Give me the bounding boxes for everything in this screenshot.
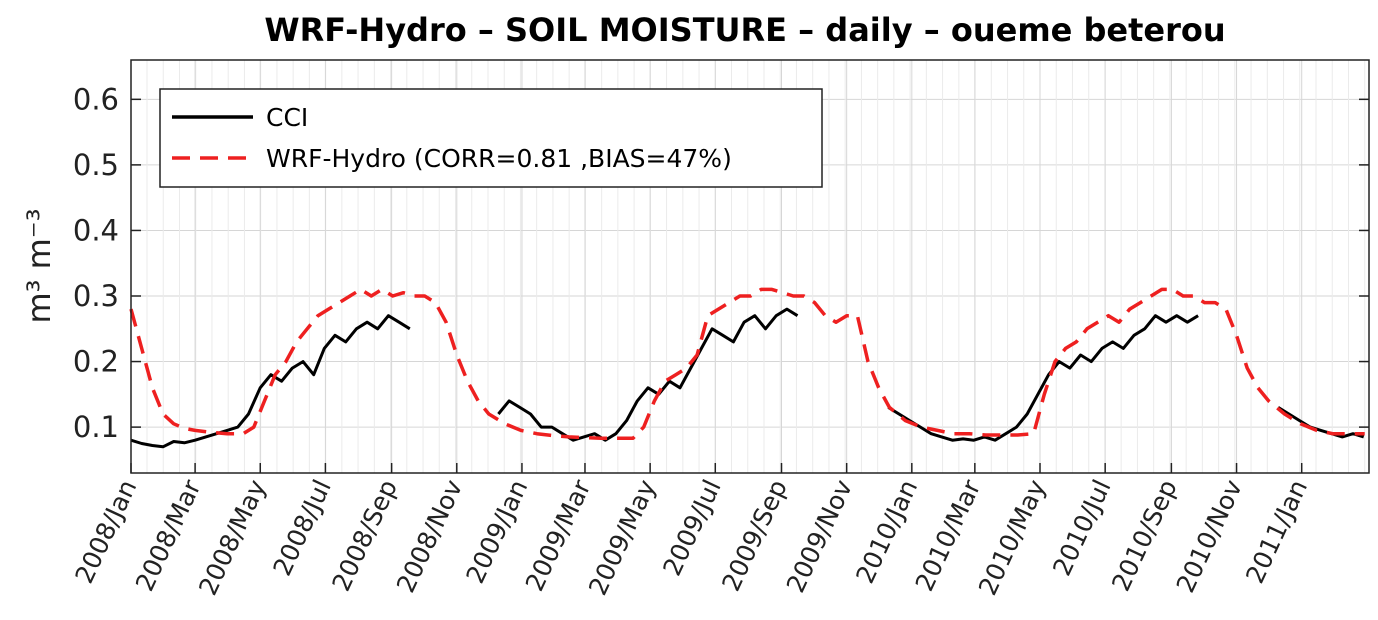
x-tick-label: 2009/Mar (520, 475, 597, 596)
x-tick-label: 2008/Jan (69, 475, 142, 587)
x-tick-label: 2008/Jul (267, 475, 336, 580)
series-line-wrf-hydro (129, 287, 1365, 441)
x-axis-ticks: 2008/Jan2008/Mar2008/May2008/Jul2008/Sep… (69, 463, 1313, 600)
legend: CCI WRF-Hydro (CORR=0.81 ,BIAS=47%) (159, 88, 823, 188)
x-tick-label: 2010/Nov (1171, 475, 1248, 597)
x-tick-label: 2010/Jan (850, 475, 923, 587)
plot-area (129, 287, 1365, 449)
x-tick-label: 2009/Sep (716, 475, 793, 595)
x-tick-label: 2009/May (583, 475, 662, 600)
y-tick-label: 0.5 (73, 148, 119, 182)
y-tick-label: 0.4 (73, 213, 119, 247)
x-tick-label: 2008/Nov (391, 475, 468, 597)
x-tick-label: 2009/Jul (657, 475, 726, 580)
y-axis-ticks: 0.1 0.2 0.3 0.4 0.5 0.6 (73, 82, 1369, 444)
x-tick-label: 2010/May (973, 475, 1052, 600)
x-tick-label: 2008/Sep (326, 475, 403, 595)
y-tick-label: 0.2 (73, 345, 119, 379)
series-line-cci (130, 307, 1365, 449)
y-tick-label: 0.1 (73, 410, 119, 444)
x-tick-label: 2008/May (193, 475, 272, 600)
x-tick-label: 2008/Mar (130, 475, 207, 596)
y-tick-label: 0.3 (73, 279, 119, 313)
x-tick-label: 2011/Jan (1240, 475, 1313, 587)
x-tick-label: 2010/Mar (910, 475, 987, 596)
legend-label-cci: CCI (266, 103, 308, 132)
x-tick-label: 2009/Jan (460, 475, 533, 587)
x-tick-label: 2010/Sep (1106, 475, 1183, 595)
y-axis-label: m³ m⁻³ (20, 208, 58, 323)
x-tick-label: 2010/Jul (1047, 475, 1116, 580)
chart-title: WRF-Hydro – SOIL MOISTURE – daily – ouem… (264, 11, 1225, 49)
x-tick-label: 2009/Nov (781, 475, 858, 597)
legend-label-wrf-hydro: WRF-Hydro (CORR=0.81 ,BIAS=47%) (266, 144, 732, 173)
plot-frame (130, 59, 1370, 474)
legend-box (159, 88, 823, 188)
y-tick-label: 0.6 (73, 82, 119, 116)
